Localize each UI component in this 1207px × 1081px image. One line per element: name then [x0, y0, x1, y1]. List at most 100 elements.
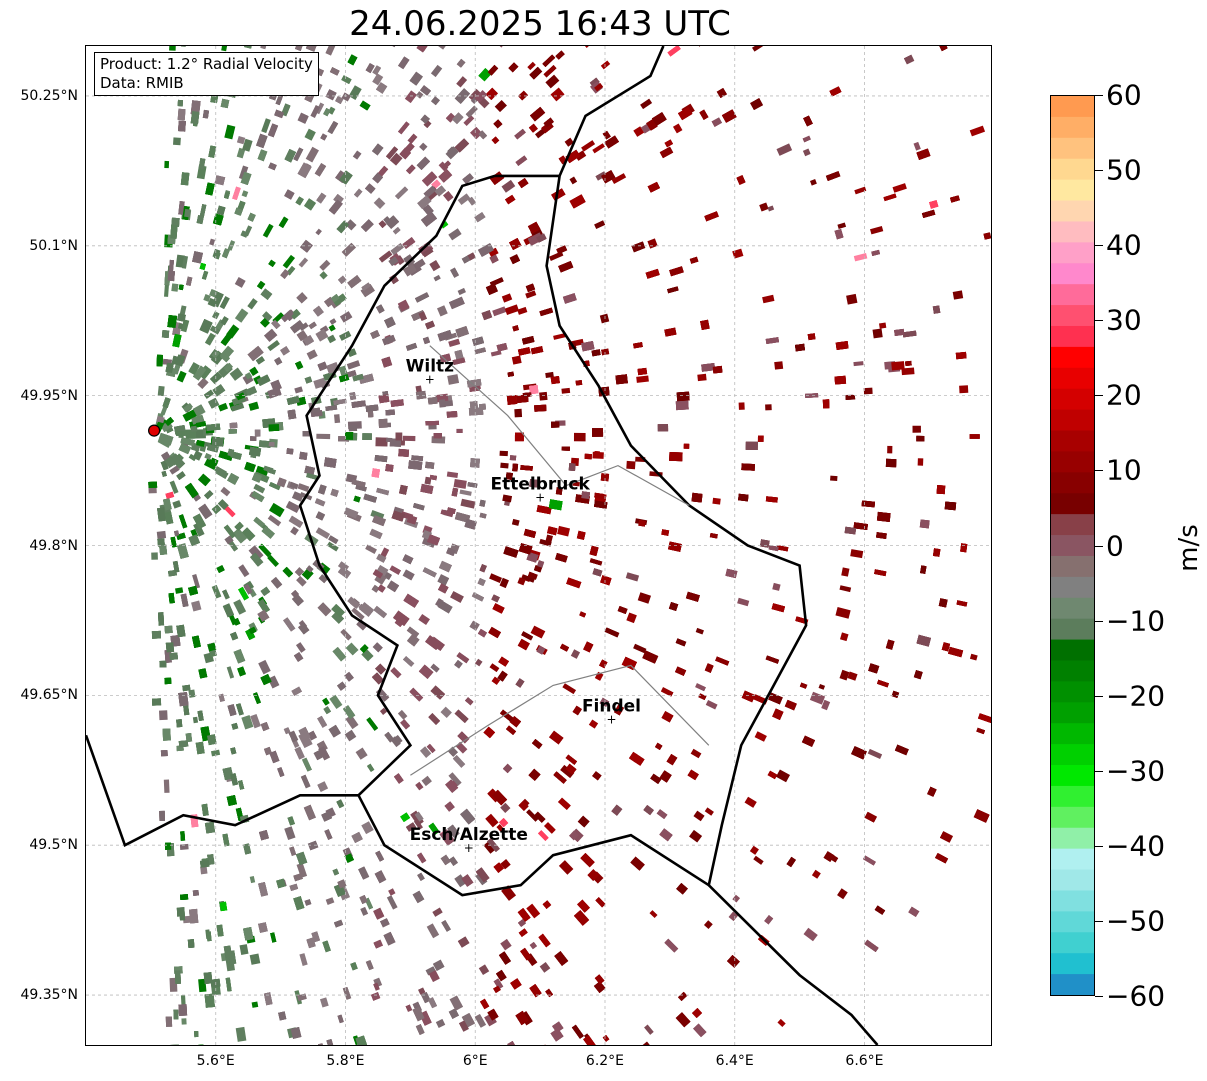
velocity-cell	[298, 622, 310, 635]
velocity-cell	[485, 283, 498, 296]
velocity-cell	[223, 524, 236, 539]
velocity-cell	[406, 515, 418, 525]
velocity-cell	[489, 573, 502, 583]
velocity-cell	[409, 687, 424, 702]
velocity-cell	[802, 135, 811, 143]
velocity-cell	[249, 875, 256, 884]
velocity-cell	[361, 282, 371, 291]
velocity-cell	[239, 944, 249, 955]
velocity-cell	[233, 649, 246, 664]
velocity-cell	[170, 453, 186, 469]
velocity-cell	[711, 117, 722, 127]
velocity-cell	[765, 404, 772, 411]
velocity-cell	[294, 746, 305, 760]
velocity-cell	[512, 463, 519, 472]
velocity-cell	[673, 123, 683, 134]
velocity-cell	[496, 342, 508, 352]
velocity-cell	[764, 915, 774, 925]
velocity-cell	[492, 603, 505, 614]
velocity-cell	[581, 341, 595, 352]
velocity-cell	[171, 217, 180, 227]
velocity-cell	[445, 779, 459, 793]
velocity-cell	[169, 652, 179, 661]
velocity-cell	[400, 719, 411, 730]
velocity-cell	[509, 238, 522, 251]
velocity-cell	[291, 594, 304, 607]
velocity-cell	[161, 470, 167, 477]
velocity-cell	[182, 915, 192, 924]
velocity-cell	[187, 939, 195, 948]
velocity-cell	[468, 88, 481, 101]
velocity-cell	[474, 90, 488, 103]
velocity-cell	[197, 710, 204, 722]
velocity-cell	[562, 293, 577, 304]
velocity-cell	[454, 709, 469, 723]
radar-map-canvas[interactable]: +Wiltz+Ettelbruck+Findel+Esch/Alzette	[86, 46, 991, 1045]
velocity-cell	[500, 709, 514, 722]
velocity-cell	[425, 461, 435, 469]
velocity-cell	[604, 135, 619, 149]
velocity-cell	[270, 932, 277, 943]
velocity-cell	[517, 178, 529, 189]
velocity-cell	[529, 984, 542, 998]
velocity-cell	[511, 518, 520, 526]
velocity-cell	[422, 171, 438, 187]
velocity-cell	[250, 436, 257, 441]
velocity-cell	[295, 360, 304, 370]
velocity-cell	[352, 150, 362, 160]
velocity-cell	[427, 534, 441, 546]
velocity-cell	[448, 228, 462, 241]
velocity-cell	[809, 691, 826, 705]
velocity-cell	[390, 667, 402, 679]
velocity-cell	[224, 535, 234, 545]
velocity-cell	[916, 435, 925, 442]
velocity-cell	[190, 110, 200, 125]
velocity-cell	[302, 431, 311, 437]
velocity-cell	[305, 146, 319, 163]
velocity-cell	[575, 380, 583, 386]
velocity-cell	[344, 729, 357, 742]
velocity-cell	[443, 191, 454, 202]
velocity-cell	[300, 774, 311, 789]
velocity-cell	[647, 238, 658, 249]
velocity-cell	[941, 642, 951, 652]
velocity-cell	[557, 525, 571, 537]
velocity-cell	[527, 571, 538, 580]
velocity-cell	[625, 572, 640, 582]
velocity-cell	[352, 373, 364, 382]
velocity-cell	[283, 617, 296, 632]
velocity-cell	[306, 349, 318, 360]
velocity-cell	[527, 232, 544, 246]
velocity-cell	[461, 1013, 475, 1028]
velocity-cell	[247, 345, 264, 362]
velocity-cell	[853, 361, 864, 367]
velocity-cell	[188, 585, 199, 596]
velocity-cell	[649, 910, 658, 919]
velocity-cell	[544, 822, 556, 834]
velocity-cell	[436, 305, 448, 317]
velocity-cell	[440, 400, 454, 407]
velocity-cell	[456, 428, 463, 433]
velocity-cell	[330, 293, 340, 303]
velocity-cell	[776, 143, 793, 156]
radar-map[interactable]: + Wiltz + Ettelbruck + Findel + Esch/Alzette	[85, 45, 992, 1046]
velocity-cell	[282, 566, 294, 578]
velocity-cell	[432, 907, 443, 917]
velocity-cell	[260, 722, 270, 732]
velocity-cell	[491, 136, 500, 145]
velocity-cell	[243, 843, 252, 855]
velocity-cell	[447, 146, 458, 157]
velocity-cell	[347, 370, 357, 378]
velocity-cell	[553, 332, 567, 340]
velocity-cell	[328, 199, 343, 215]
velocity-cell	[569, 830, 579, 841]
velocity-cell	[518, 919, 526, 927]
velocity-cell	[256, 280, 266, 290]
velocity-cell	[384, 316, 396, 329]
velocity-cell	[478, 130, 488, 140]
velocity-cell	[238, 564, 250, 578]
velocity-cell	[345, 714, 359, 730]
velocity-cell	[615, 374, 628, 385]
velocity-cell	[286, 395, 300, 406]
velocity-cell	[316, 192, 327, 204]
